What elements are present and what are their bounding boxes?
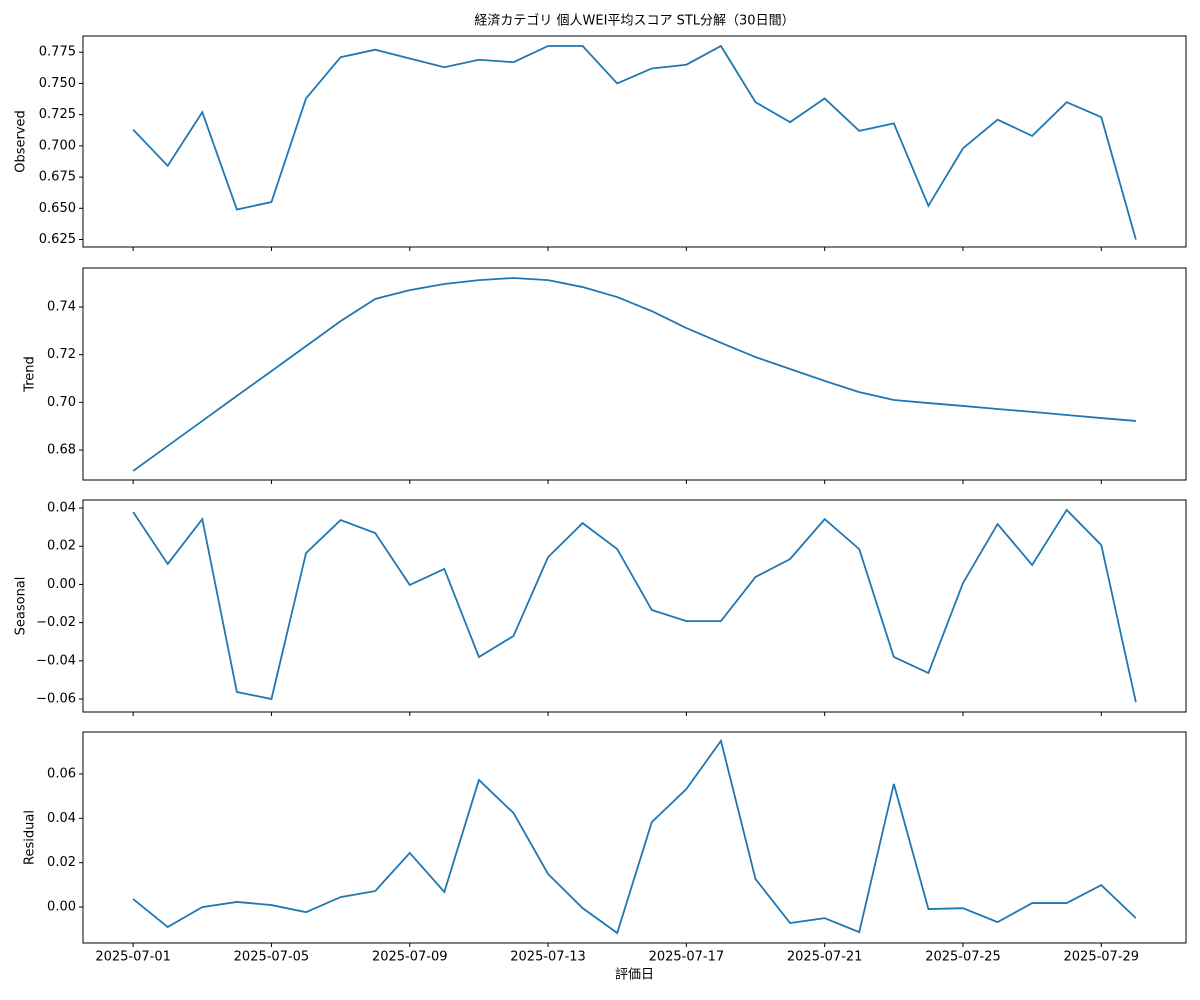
y-tick-label: 0.700 bbox=[39, 138, 76, 153]
y-axis-label: Seasonal bbox=[14, 577, 29, 636]
x-tick-label: 2025-07-13 bbox=[510, 950, 586, 965]
axes-frame bbox=[82, 35, 1187, 248]
y-tick-label: 0.04 bbox=[47, 501, 76, 516]
y-tick-label: 0.00 bbox=[47, 577, 76, 592]
axes-frame bbox=[82, 499, 1187, 713]
line bbox=[132, 44, 1137, 240]
y-tick-label: 0.02 bbox=[47, 539, 76, 554]
y-tick-label: 0.650 bbox=[39, 201, 76, 216]
x-axis-label: 評価日 bbox=[615, 968, 654, 983]
chart-title: 経済カテゴリ 個人WEI平均スコア STL分解（30日間） bbox=[474, 13, 794, 29]
y-tick-label: 0.02 bbox=[47, 855, 76, 870]
y-axis-label: Observed bbox=[14, 110, 29, 173]
y-axis-label: Trend bbox=[23, 356, 38, 393]
x-tick-label: 2025-07-09 bbox=[372, 950, 448, 965]
x-tick-label: 2025-07-01 bbox=[95, 950, 171, 965]
y-tick-label: 0.675 bbox=[39, 170, 76, 185]
y-tick-label: 0.00 bbox=[47, 900, 76, 915]
x-tick-label: 2025-07-29 bbox=[1064, 950, 1140, 965]
y-tick-label: −0.02 bbox=[36, 615, 76, 630]
x-tick-label: 2025-07-21 bbox=[787, 950, 863, 965]
y-axis-label: Residual bbox=[23, 810, 38, 865]
y-tick-label: 0.625 bbox=[39, 232, 76, 247]
y-tick-label: −0.04 bbox=[36, 653, 76, 668]
y-tick-label: 0.74 bbox=[47, 300, 76, 315]
x-tick-label: 2025-07-25 bbox=[925, 950, 1001, 965]
y-tick-label: 0.725 bbox=[39, 107, 76, 122]
line bbox=[132, 277, 1136, 472]
axes-frame bbox=[82, 731, 1187, 944]
y-tick-label: 0.775 bbox=[39, 45, 76, 60]
x-tick-label: 2025-07-05 bbox=[234, 950, 310, 965]
y-tick-label: −0.06 bbox=[36, 692, 76, 707]
y-tick-label: 0.06 bbox=[47, 766, 76, 781]
x-tick-label: 2025-07-17 bbox=[649, 950, 725, 965]
axes-frame bbox=[82, 267, 1187, 481]
y-tick-label: 0.70 bbox=[47, 395, 76, 410]
line bbox=[132, 508, 1137, 703]
y-tick-label: 0.68 bbox=[47, 442, 76, 457]
y-tick-label: 0.04 bbox=[47, 811, 76, 826]
y-tick-label: 0.72 bbox=[47, 347, 76, 362]
y-tick-label: 0.750 bbox=[39, 76, 76, 91]
line bbox=[132, 738, 1137, 935]
